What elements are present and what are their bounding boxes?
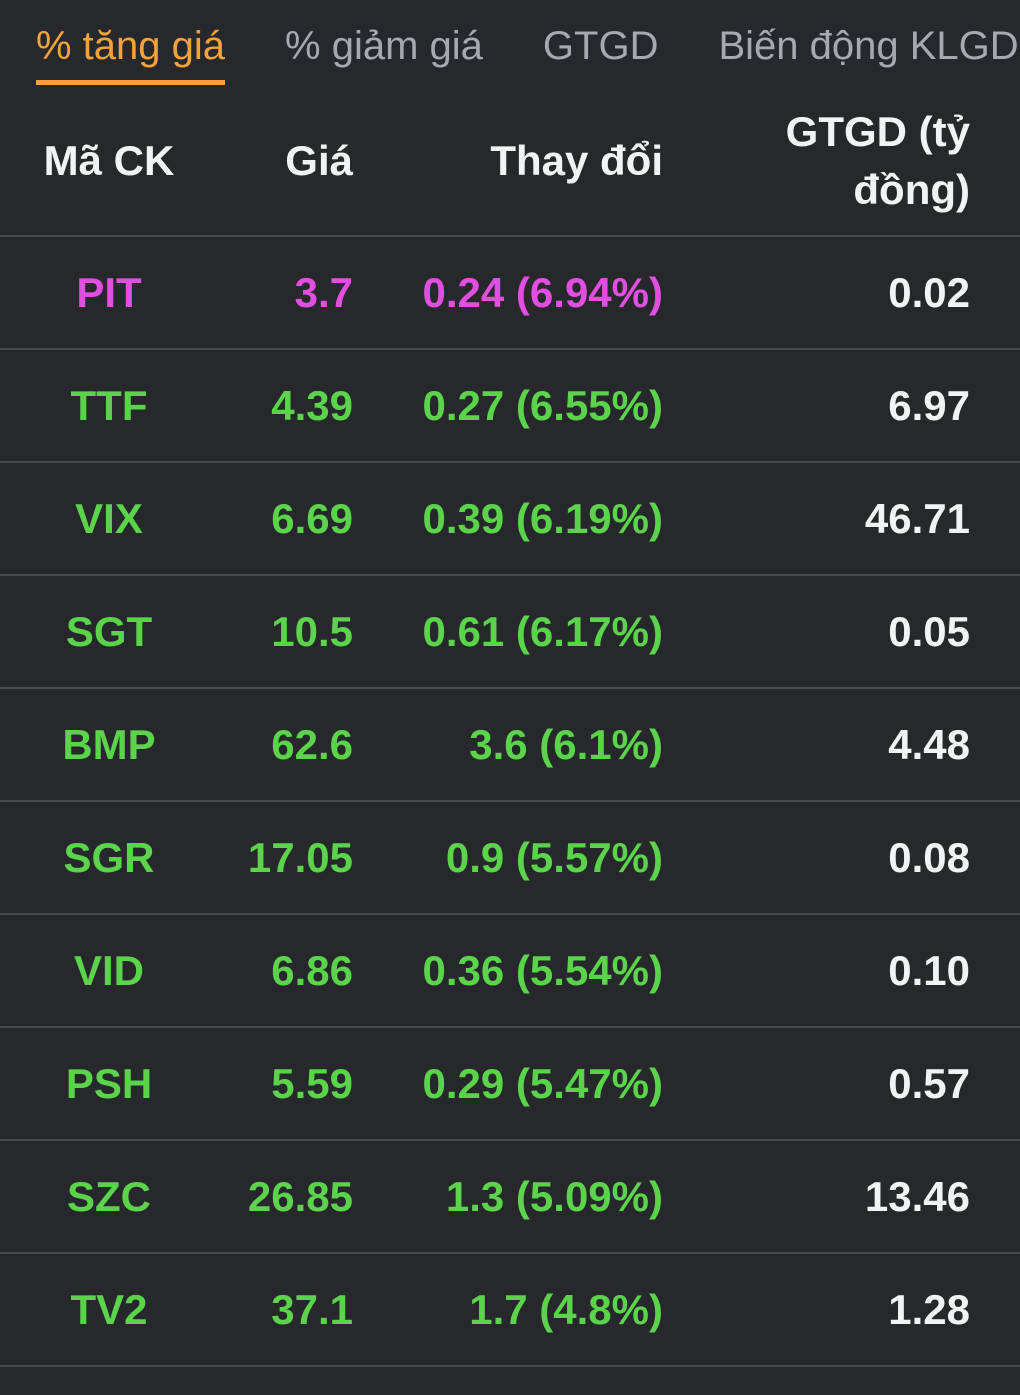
stock-price: 3.7	[294, 268, 353, 316]
stock-gtgd: 0.10	[888, 946, 970, 994]
stock-change: 0.39 (6.19%)	[422, 494, 663, 542]
stock-symbol: SGR	[63, 833, 155, 881]
stock-price: 17.05	[247, 833, 353, 881]
stock-symbol: VID	[73, 946, 144, 994]
header-change: Thay đổi	[490, 137, 663, 184]
tab-percent-losers[interactable]: % giảm giá	[285, 24, 483, 68]
stock-price: 6.69	[271, 494, 353, 542]
stock-change: 3.6 (6.1%)	[469, 720, 663, 768]
stock-change: 0.24 (6.94%)	[422, 268, 663, 316]
stock-price: 26.85	[247, 1172, 353, 1220]
stock-symbol: SGT	[65, 607, 153, 655]
stock-gtgd: 0.57	[888, 1059, 970, 1107]
stock-gtgd: 13.46	[864, 1172, 970, 1220]
stock-symbol: SZC	[67, 1172, 151, 1220]
stock-change: 0.29 (5.47%)	[422, 1059, 663, 1107]
stock-symbol: PSH	[65, 1059, 153, 1107]
table-row[interactable]: PSH 5.59 0.29 (5.47%) 0.57	[0, 1026, 1020, 1139]
stock-symbol: TV2	[70, 1285, 148, 1333]
stock-change: 0.61 (6.17%)	[422, 607, 663, 655]
stock-change: 1.3 (5.09%)	[445, 1172, 663, 1220]
stock-symbol: BMP	[62, 720, 156, 768]
stock-symbol: PIT	[76, 268, 142, 316]
stock-price: 37.1	[271, 1285, 353, 1333]
table-row[interactable]: VIX 6.69 0.39 (6.19%) 46.71	[0, 461, 1020, 574]
stock-gtgd: 0.05	[888, 607, 970, 655]
tab-gtgd[interactable]: GTGD	[542, 24, 659, 68]
stock-change: 0.36 (5.54%)	[422, 946, 663, 994]
table-row[interactable]: BMP 62.6 3.6 (6.1%) 4.48	[0, 687, 1020, 800]
header-price: Giá	[285, 137, 353, 184]
stock-price: 10.5	[271, 607, 353, 655]
header-symbol: Mã CK	[43, 137, 175, 184]
market-stats-tabbar: % tăng giá % giảm giá GTGD Biến động KLG…	[0, 0, 1020, 85]
stock-gtgd: 0.02	[888, 268, 970, 316]
header-value: GTGD (tỷ đồng)	[785, 108, 970, 213]
table-header-row: Mã CK Giá Thay đổi GTGD (tỷ đồng)	[0, 85, 1020, 235]
tab-percent-gainers[interactable]: % tăng giá	[36, 24, 226, 85]
stock-change: 1.7 (4.8%)	[469, 1285, 663, 1333]
table-row[interactable]: SGR 17.05 0.9 (5.57%) 0.08	[0, 800, 1020, 913]
stock-gtgd: 1.28	[888, 1285, 970, 1333]
stock-symbol: VIX	[75, 494, 143, 542]
stock-price: 62.6	[271, 720, 353, 768]
table-row[interactable]: PIT 3.7 0.24 (6.94%) 0.02	[0, 235, 1020, 348]
stock-gtgd: 46.71	[864, 494, 970, 542]
table-row[interactable]: VID 6.86 0.36 (5.54%) 0.10	[0, 913, 1020, 1026]
tab-volume-change[interactable]: Biến động KLGD	[718, 24, 1019, 68]
table-row[interactable]: SGT 10.5 0.61 (6.17%) 0.05	[0, 574, 1020, 687]
stock-change: 0.27 (6.55%)	[422, 381, 663, 429]
stock-price: 5.59	[271, 1059, 353, 1107]
stock-change: 0.9 (5.57%)	[445, 833, 663, 881]
top-gainers-table: Mã CK Giá Thay đổi GTGD (tỷ đồng) PIT 3.…	[0, 85, 1020, 1367]
stock-gtgd: 0.08	[888, 833, 970, 881]
stock-gtgd: 4.48	[888, 720, 970, 768]
table-row[interactable]: TTF 4.39 0.27 (6.55%) 6.97	[0, 348, 1020, 461]
table-row[interactable]: SZC 26.85 1.3 (5.09%) 13.46	[0, 1139, 1020, 1252]
stock-price: 4.39	[271, 381, 353, 429]
stock-gtgd: 6.97	[888, 381, 970, 429]
table-row[interactable]: TV2 37.1 1.7 (4.8%) 1.28	[0, 1252, 1020, 1365]
stock-symbol: TTF	[70, 381, 148, 429]
table-bottom-divider	[0, 1365, 1020, 1367]
stock-price: 6.86	[271, 946, 353, 994]
